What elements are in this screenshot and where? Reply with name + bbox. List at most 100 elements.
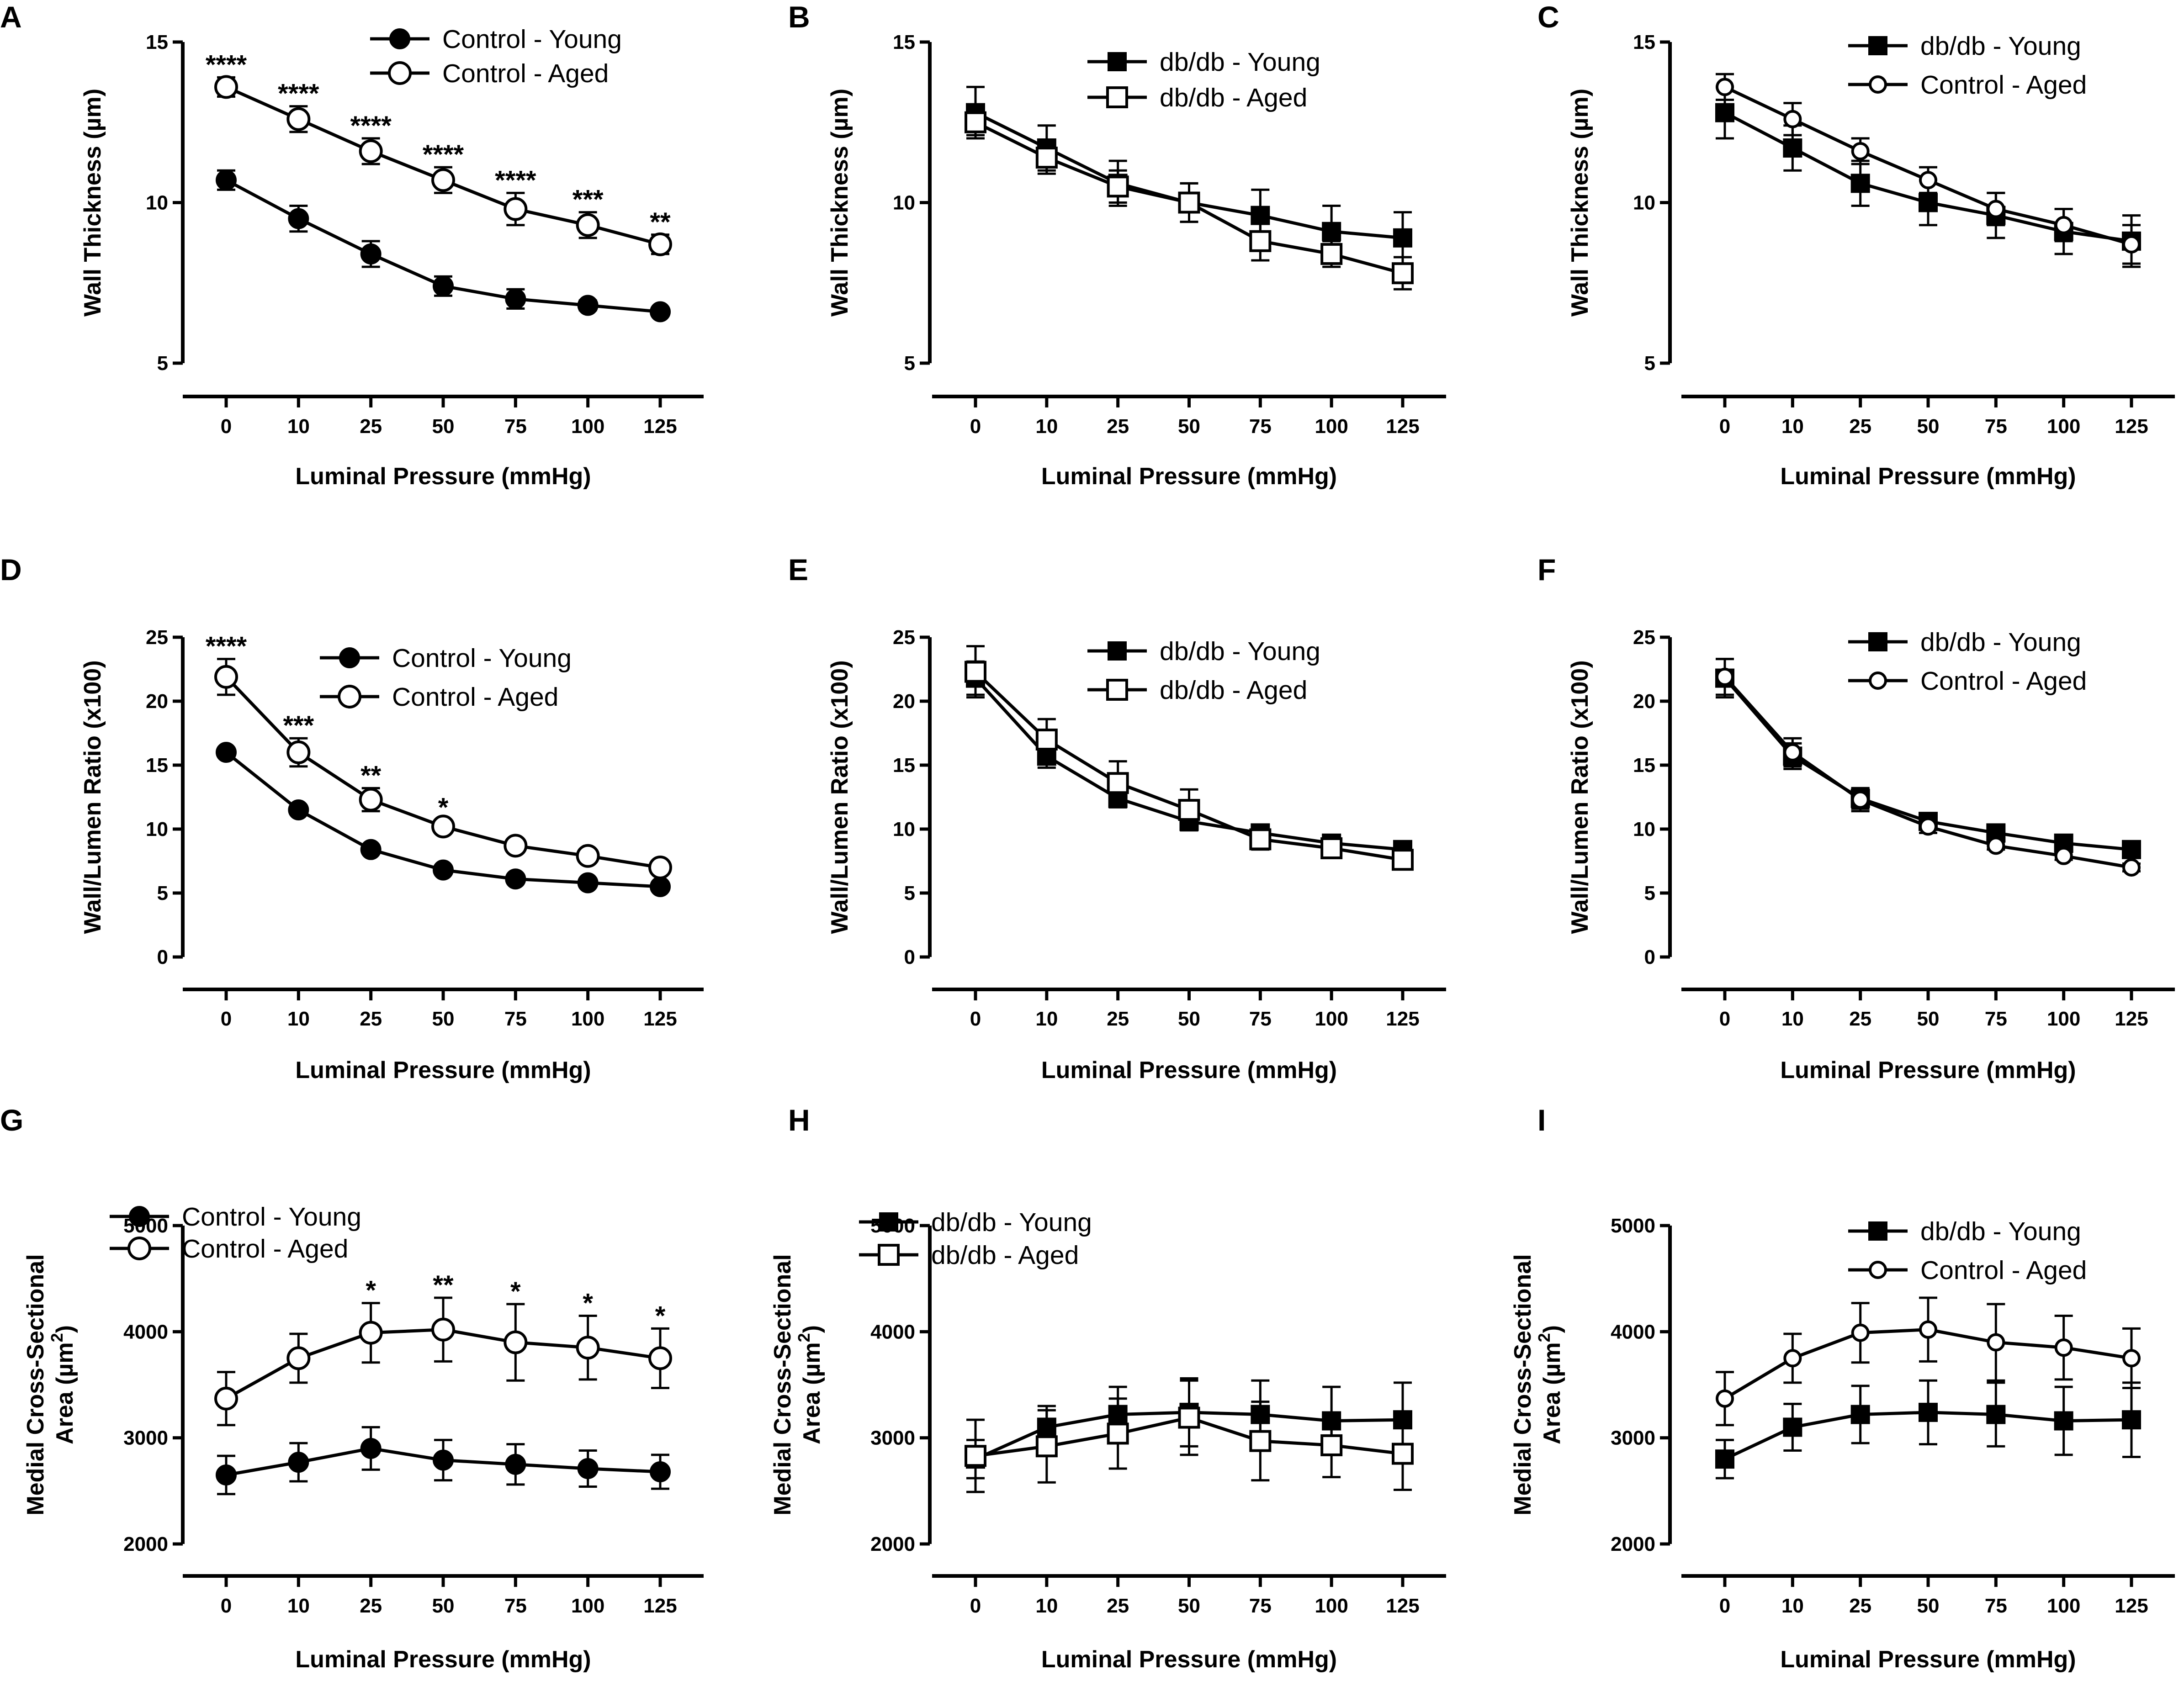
data-point bbox=[433, 859, 454, 881]
panel-f: F 0 5 10 15 20 25 0 10 25 50 75 100 125 Luminal Pressu… bbox=[1537, 553, 2175, 1084]
data-point bbox=[576, 1336, 600, 1360]
y-axis-label: Medial Cross-Sectional bbox=[769, 1254, 796, 1515]
x-tick-label: 125 bbox=[2115, 1595, 2148, 1617]
y-tick-label: 25 bbox=[146, 626, 168, 649]
x-tick-label: 125 bbox=[643, 1595, 677, 1617]
data-point bbox=[2122, 1349, 2141, 1368]
y-tick-label: 5 bbox=[904, 352, 915, 375]
x-tick-label: 25 bbox=[1849, 415, 1871, 438]
data-point bbox=[1107, 1422, 1129, 1445]
x-tick-label: 75 bbox=[1985, 415, 2007, 438]
data-point bbox=[1850, 174, 1870, 193]
data-point bbox=[216, 169, 237, 191]
x-tick-label: 125 bbox=[1386, 1595, 1419, 1617]
x-tick-label: 0 bbox=[221, 415, 232, 438]
x-tick-label: 10 bbox=[1781, 1595, 1804, 1617]
panel-label: C bbox=[1537, 0, 1559, 34]
data-point bbox=[288, 1452, 309, 1473]
legend-marker bbox=[1869, 1261, 1887, 1279]
legend-marker bbox=[1869, 671, 1887, 690]
y-axis-label-units: Area (µm2) bbox=[48, 1325, 78, 1444]
data-point bbox=[576, 213, 600, 237]
data-point bbox=[1322, 222, 1341, 241]
y-axis-label-part: ) bbox=[799, 1325, 825, 1333]
x-axis-label: Luminal Pressure (mmHg) bbox=[1780, 1646, 2076, 1673]
legend-label: db/db - Young bbox=[1920, 628, 2081, 657]
panel-label: F bbox=[1537, 553, 1556, 587]
legend-item: db/db - Young bbox=[1087, 48, 1320, 77]
x-tick-label: 100 bbox=[2047, 415, 2080, 438]
significance-marker: * bbox=[583, 1288, 593, 1318]
legend-item: Control - Aged bbox=[110, 1234, 348, 1263]
y-axis-label-units: Area (µm2) bbox=[795, 1325, 825, 1444]
legend-marker bbox=[339, 647, 360, 668]
y-tick-label: 5 bbox=[1644, 882, 1655, 904]
data-point bbox=[1987, 200, 2005, 218]
y-axis-label-part: ) bbox=[52, 1325, 78, 1333]
y-tick-label: 5 bbox=[157, 882, 168, 904]
significance-marker: **** bbox=[278, 79, 319, 109]
legend-item: db/db - Young bbox=[859, 1208, 1092, 1237]
y-axis-label: Wall Thickness (µm) bbox=[1567, 89, 1593, 317]
data-point bbox=[433, 1449, 454, 1471]
y-tick-label: 5 bbox=[904, 882, 915, 904]
data-point bbox=[1850, 1405, 1870, 1424]
data-point bbox=[1320, 837, 1343, 859]
x-tick-label: 10 bbox=[287, 415, 310, 438]
y-tick-label: 2000 bbox=[123, 1533, 168, 1555]
panel-i: I 2000 3000 4000 5000 0 10 25 50 75 100 125 Luminal … bbox=[1510, 1103, 2175, 1673]
x-axis-label: Luminal Pressure (mmHg) bbox=[1041, 1646, 1337, 1673]
data-point bbox=[648, 232, 672, 256]
data-point bbox=[216, 1464, 237, 1485]
legend-item: db/db - Aged bbox=[1087, 83, 1307, 112]
y-tick-label: 15 bbox=[1633, 754, 1655, 777]
data-point bbox=[1716, 1389, 1734, 1408]
x-tick-label: 0 bbox=[1719, 415, 1730, 438]
panel-e: E 0 5 10 15 20 25 0 10 25 50 75 100 125 Luminal Pressu… bbox=[788, 553, 1446, 1084]
data-point bbox=[504, 197, 528, 221]
x-tick-label: 25 bbox=[1107, 1595, 1129, 1617]
x-tick-label: 10 bbox=[287, 1008, 310, 1030]
data-point bbox=[648, 1346, 672, 1370]
x-tick-label: 50 bbox=[1178, 1008, 1200, 1030]
x-tick-label: 25 bbox=[1107, 415, 1129, 438]
y-tick-label: 4000 bbox=[870, 1321, 915, 1343]
series-2 bbox=[1716, 73, 2141, 265]
x-tick-label: 50 bbox=[1917, 1008, 1940, 1030]
x-tick-label: 100 bbox=[571, 1008, 604, 1030]
y-tick-label: 20 bbox=[893, 690, 915, 713]
significance-marker: ** bbox=[433, 1270, 454, 1300]
legend-marker bbox=[1868, 632, 1887, 651]
series-2 bbox=[965, 1379, 1414, 1493]
data-point bbox=[648, 856, 672, 879]
legend-label: db/db - Aged bbox=[931, 1241, 1079, 1270]
data-point bbox=[2054, 846, 2073, 865]
x-tick-label: 10 bbox=[1781, 415, 1804, 438]
x-tick-label: 0 bbox=[970, 1008, 981, 1030]
x-tick-label: 0 bbox=[970, 415, 981, 438]
data-point bbox=[359, 1321, 383, 1345]
data-point bbox=[1392, 262, 1414, 285]
x-tick-label: 25 bbox=[360, 1595, 382, 1617]
data-point bbox=[577, 1458, 599, 1480]
x-tick-label: 125 bbox=[643, 415, 677, 438]
x-tick-label: 10 bbox=[1781, 1008, 1804, 1030]
data-point bbox=[1393, 228, 1412, 248]
legend-item: Control - Aged bbox=[1848, 70, 2087, 100]
data-point bbox=[650, 301, 671, 322]
legend-label: Control - Aged bbox=[442, 59, 609, 88]
panel-label: I bbox=[1537, 1103, 1546, 1137]
x-tick-label: 100 bbox=[571, 1595, 604, 1617]
x-tick-label: 100 bbox=[2047, 1008, 2080, 1030]
y-tick-label: 10 bbox=[1633, 192, 1655, 214]
data-point bbox=[359, 139, 383, 164]
data-point bbox=[1320, 1434, 1343, 1456]
data-point bbox=[286, 1346, 311, 1370]
y-tick-label: 10 bbox=[146, 818, 168, 840]
series-1 bbox=[216, 169, 671, 322]
x-tick-label: 100 bbox=[1315, 1595, 1348, 1617]
data-point bbox=[576, 844, 600, 868]
data-point bbox=[965, 1445, 986, 1467]
x-axis-label: Luminal Pressure (mmHg) bbox=[1041, 463, 1337, 490]
